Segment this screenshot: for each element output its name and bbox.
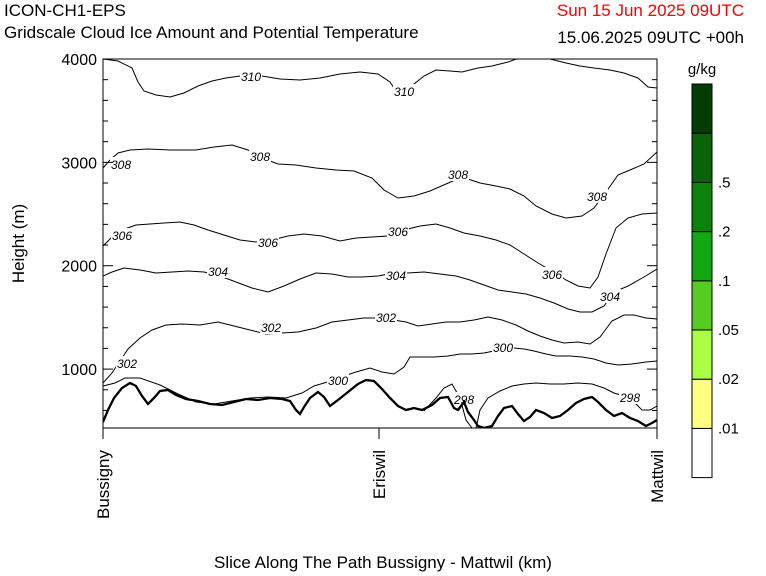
isentrope-label-298: 298 (453, 393, 474, 407)
isentrope-label-bg (375, 310, 397, 324)
y-tick-label: 4000 (61, 52, 97, 69)
colorbar-swatch (691, 83, 713, 134)
colorbar-swatch (691, 132, 713, 183)
isentrope-label-bg (111, 228, 133, 242)
isentrope-label-304: 304 (208, 265, 228, 279)
isentrope-label-308: 308 (111, 158, 131, 172)
isentrope-label-306: 306 (112, 229, 132, 243)
isentrope-306 (103, 212, 657, 289)
isentrope-label-bg (260, 320, 282, 334)
isentrope-label-304: 304 (386, 269, 406, 283)
isentrope-label-310: 310 (241, 70, 261, 84)
isentrope-304 (103, 267, 657, 313)
plot-frame (102, 58, 658, 429)
x-station-label: Mattwil (648, 450, 667, 503)
plot-area: 310 310 308 308 308 308 306 306 306 306 304 304 304 3… (103, 59, 657, 428)
isentrope-310 (103, 59, 657, 98)
isentrope-label-308: 308 (250, 150, 270, 164)
contours: 310 310 308 308 308 308 306 306 306 306 304 304 304 3… (103, 59, 657, 428)
isentrope-label-300: 300 (493, 341, 513, 355)
colorbar-label: .02 (718, 371, 739, 388)
isentrope-label-bg (110, 157, 132, 171)
isentrope-label-298: 298 (619, 391, 640, 405)
isentrope-label-bg (257, 235, 279, 249)
y-tick-label: 2000 (61, 259, 97, 276)
isentrope-label-bg (240, 69, 262, 83)
terrain-line (103, 378, 657, 428)
run-info: 15.06.2025 09UTC +00h (557, 28, 744, 47)
isentrope-label-bg (207, 264, 229, 278)
isentrope-label-300: 300 (328, 374, 348, 388)
colorbar-swatch (691, 181, 713, 233)
isentrope-label-bg (393, 84, 415, 98)
isentrope-label-bg (447, 167, 469, 181)
chart-subtitle: Gridscale Cloud Ice Amount and Potential… (4, 23, 419, 42)
colorbar-swatch (691, 231, 713, 282)
axes: 1000 2000 3000 4000 Height (m) Bussigny Eriswi… (9, 52, 667, 572)
isentrope-label-bg (249, 149, 271, 163)
colorbar-label: .01 (718, 420, 739, 437)
colorbar-unit: g/kg (688, 61, 716, 78)
valid-time: Sun 15 Jun 2025 09UTC (556, 1, 744, 20)
isentrope-300 (103, 347, 657, 405)
isentrope-label-302: 302 (261, 321, 281, 335)
isentrope-label-bg (492, 340, 514, 354)
model-name: ICON-CH1-EPS (4, 1, 126, 20)
isentrope-label-bg (541, 267, 563, 281)
isentrope-label-bg (453, 392, 475, 406)
colorbar: .01 .02 .05 .1 .2 .5 g/kg (688, 61, 739, 479)
x-station-label: Eriswil (370, 450, 389, 499)
colorbar-label: .1 (718, 273, 731, 290)
y-tick-label: 3000 (61, 155, 97, 172)
isentrope-label-bg (387, 224, 409, 238)
y-tick-label: 1000 (61, 362, 97, 379)
x-axis-label: Slice Along The Path Bussigny - Mattwil … (214, 553, 552, 572)
isentrope-label-bg (586, 189, 608, 203)
isentrope-label-306: 306 (542, 268, 562, 282)
isentrope-label-308: 308 (587, 190, 607, 204)
colorbar-swatch (691, 280, 713, 331)
isentrope-label-302: 302 (117, 357, 137, 371)
isentrope-label-306: 306 (388, 225, 408, 239)
isentrope-label-306: 306 (258, 236, 278, 250)
isentrope-label-302: 302 (376, 311, 396, 325)
isentrope-302 (103, 314, 657, 384)
isentrope-label-308: 308 (448, 168, 468, 182)
x-station-label: Bussigny (94, 450, 113, 519)
isentrope-label-bg (116, 356, 138, 370)
isentrope-label-bg (327, 373, 349, 387)
isentrope-label-bg (599, 289, 621, 303)
colorbar-label: .05 (718, 322, 739, 339)
isentrope-label-bg (385, 268, 407, 282)
isentrope-label-310: 310 (394, 85, 414, 99)
isentrope-label-bg (619, 390, 641, 404)
colorbar-swatch (691, 427, 713, 479)
colorbar-label: .2 (718, 224, 731, 241)
isentrope-308 (103, 144, 657, 219)
isentrope-label-304: 304 (600, 290, 620, 304)
y-axis-label: Height (m) (9, 204, 28, 283)
colorbar-label: .5 (718, 174, 731, 191)
colorbar-swatch (691, 378, 713, 429)
colorbar-swatch (691, 329, 713, 380)
